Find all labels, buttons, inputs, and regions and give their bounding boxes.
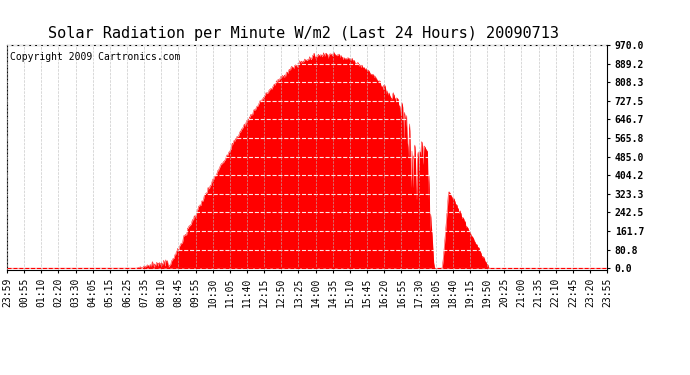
- Text: Solar Radiation per Minute W/m2 (Last 24 Hours) 20090713: Solar Radiation per Minute W/m2 (Last 24…: [48, 26, 559, 41]
- Text: Copyright 2009 Cartronics.com: Copyright 2009 Cartronics.com: [10, 52, 180, 62]
